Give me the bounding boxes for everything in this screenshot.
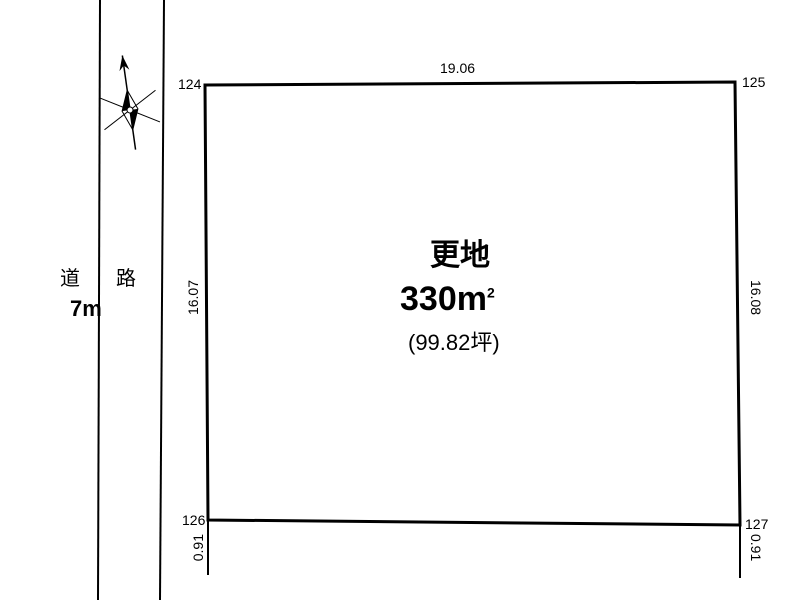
dim-bl-stub: 0.91 bbox=[190, 534, 206, 561]
area-m2: 330m2 bbox=[400, 280, 495, 319]
corner-tr: 125 bbox=[742, 74, 765, 90]
plot-canvas: 道 路 7m 124 125 127 126 19.06 16.07 16.08… bbox=[0, 0, 800, 600]
dim-right: 16.08 bbox=[748, 280, 764, 315]
dim-top: 19.06 bbox=[440, 60, 475, 76]
corner-br: 127 bbox=[745, 516, 768, 532]
area-value: 330 bbox=[400, 280, 457, 318]
compass-icon bbox=[95, 52, 164, 154]
land-status-title: 更地 bbox=[430, 230, 490, 274]
corner-tl: 124 bbox=[178, 76, 201, 92]
road-width-label: 7m bbox=[70, 296, 102, 322]
road-label: 道 路 bbox=[60, 262, 144, 291]
area-tsubo: (99.82坪) bbox=[408, 325, 500, 357]
area-unit: m bbox=[457, 280, 487, 318]
road-line-right bbox=[160, 0, 164, 600]
dim-br-stub: 0.91 bbox=[748, 534, 764, 561]
corner-bl: 126 bbox=[182, 512, 205, 528]
dim-left: 16.07 bbox=[185, 280, 201, 315]
area-sup: 2 bbox=[487, 285, 495, 301]
